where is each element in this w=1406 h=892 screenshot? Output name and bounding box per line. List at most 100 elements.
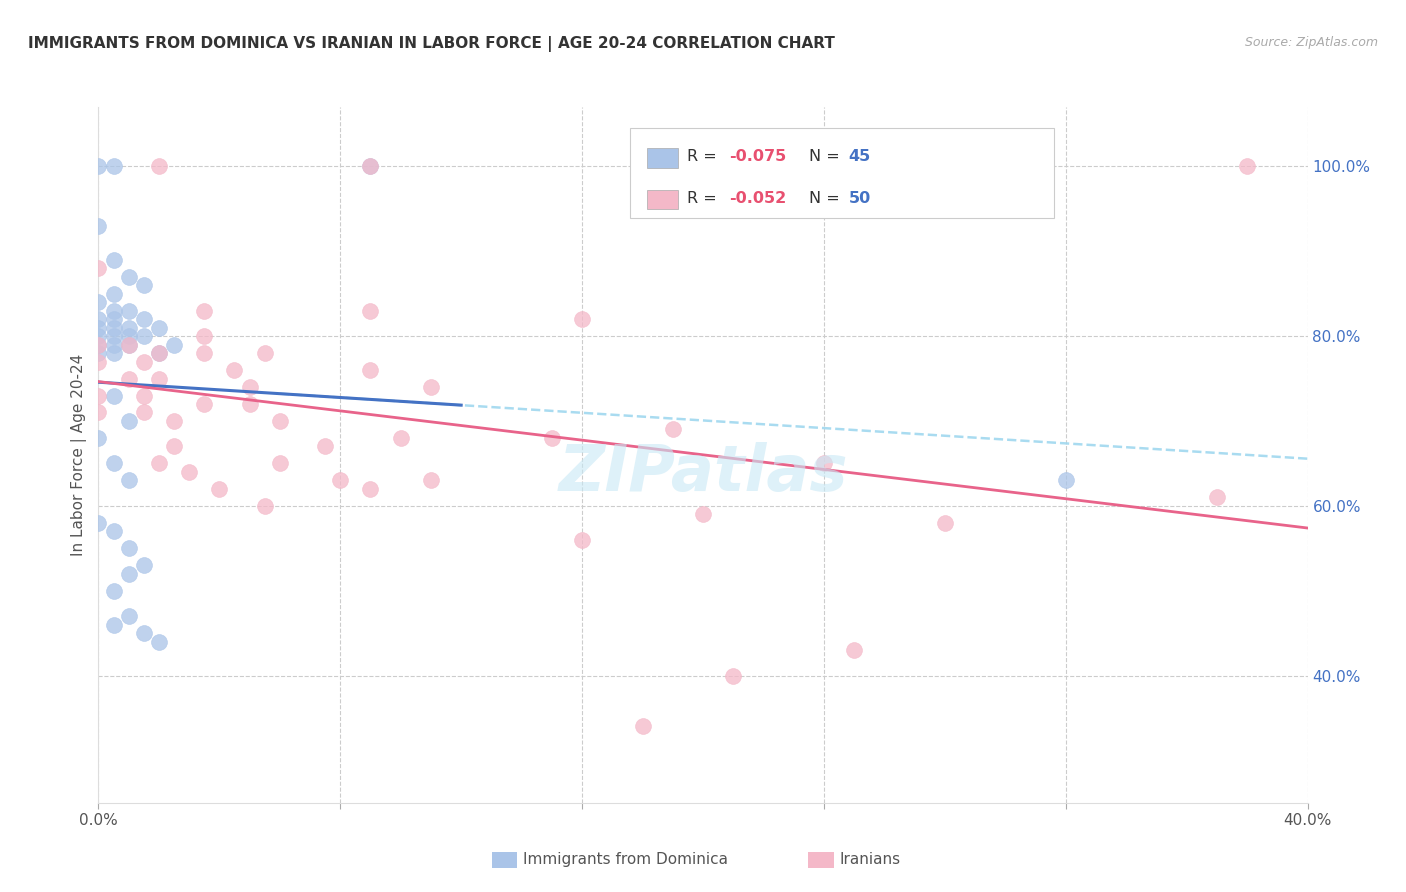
- Y-axis label: In Labor Force | Age 20-24: In Labor Force | Age 20-24: [72, 354, 87, 556]
- Text: Immigrants from Dominica: Immigrants from Dominica: [523, 853, 728, 867]
- Point: [148, 371, 170, 385]
- Text: N =: N =: [808, 149, 845, 164]
- Point: [239, 397, 262, 411]
- Point: [103, 388, 125, 402]
- Point: [87, 219, 110, 233]
- Point: [118, 337, 141, 351]
- Point: [103, 457, 125, 471]
- Text: IMMIGRANTS FROM DOMINICA VS IRANIAN IN LABOR FORCE | AGE 20-24 CORRELATION CHART: IMMIGRANTS FROM DOMINICA VS IRANIAN IN L…: [28, 36, 835, 52]
- Point: [87, 337, 110, 351]
- Point: [118, 541, 141, 556]
- Point: [87, 388, 110, 402]
- Point: [1236, 160, 1258, 174]
- Point: [179, 465, 201, 479]
- Point: [103, 337, 125, 351]
- Point: [118, 609, 141, 624]
- Point: [118, 320, 141, 334]
- Text: R =: R =: [686, 191, 721, 206]
- Point: [148, 457, 170, 471]
- Point: [87, 295, 110, 310]
- Point: [253, 499, 276, 513]
- Point: [103, 252, 125, 267]
- Point: [87, 312, 110, 326]
- Point: [193, 329, 215, 343]
- Point: [813, 457, 835, 471]
- Point: [540, 431, 562, 445]
- Point: [163, 337, 186, 351]
- Point: [132, 405, 155, 419]
- Point: [103, 617, 125, 632]
- Point: [118, 371, 141, 385]
- Point: [360, 160, 382, 174]
- Point: [87, 405, 110, 419]
- Point: [87, 329, 110, 343]
- Text: -0.075: -0.075: [728, 149, 786, 164]
- Point: [1206, 491, 1229, 505]
- Point: [420, 380, 443, 394]
- Point: [661, 422, 683, 436]
- Point: [132, 558, 155, 573]
- Point: [132, 329, 155, 343]
- Point: [118, 566, 141, 581]
- Point: [269, 457, 291, 471]
- Point: [163, 439, 186, 453]
- Point: [360, 363, 382, 377]
- Text: Source: ZipAtlas.com: Source: ZipAtlas.com: [1244, 36, 1378, 49]
- Point: [571, 312, 593, 326]
- Point: [103, 286, 125, 301]
- Point: [103, 312, 125, 326]
- Point: [360, 303, 382, 318]
- Point: [103, 320, 125, 334]
- Point: [360, 482, 382, 496]
- Text: -0.052: -0.052: [728, 191, 786, 206]
- Point: [934, 516, 956, 530]
- Point: [103, 329, 125, 343]
- Point: [193, 303, 215, 318]
- Point: [253, 346, 276, 360]
- Point: [148, 160, 170, 174]
- Point: [103, 303, 125, 318]
- Point: [87, 337, 110, 351]
- Text: Iranians: Iranians: [839, 853, 900, 867]
- Point: [87, 346, 110, 360]
- Text: N =: N =: [808, 191, 845, 206]
- Point: [87, 431, 110, 445]
- Point: [208, 482, 231, 496]
- Point: [118, 337, 141, 351]
- Point: [389, 431, 412, 445]
- Point: [239, 380, 262, 394]
- Point: [631, 719, 654, 733]
- Point: [148, 320, 170, 334]
- Point: [87, 320, 110, 334]
- Point: [163, 414, 186, 428]
- Point: [87, 354, 110, 368]
- Text: ZIPatlas: ZIPatlas: [558, 442, 848, 504]
- Point: [132, 626, 155, 640]
- Point: [118, 474, 141, 488]
- Point: [692, 508, 714, 522]
- Point: [87, 160, 110, 174]
- Point: [118, 303, 141, 318]
- Point: [132, 312, 155, 326]
- Point: [103, 583, 125, 598]
- Point: [329, 474, 352, 488]
- Point: [132, 354, 155, 368]
- Point: [193, 346, 215, 360]
- Point: [148, 346, 170, 360]
- Text: 50: 50: [848, 191, 870, 206]
- Point: [118, 269, 141, 284]
- Point: [420, 474, 443, 488]
- Point: [571, 533, 593, 547]
- Point: [148, 634, 170, 648]
- Text: 45: 45: [848, 149, 870, 164]
- Point: [132, 278, 155, 293]
- Point: [87, 261, 110, 276]
- Point: [118, 414, 141, 428]
- Point: [723, 668, 745, 682]
- Point: [118, 329, 141, 343]
- Point: [224, 363, 246, 377]
- Point: [1054, 474, 1077, 488]
- Point: [103, 160, 125, 174]
- Point: [132, 388, 155, 402]
- Text: R =: R =: [686, 149, 721, 164]
